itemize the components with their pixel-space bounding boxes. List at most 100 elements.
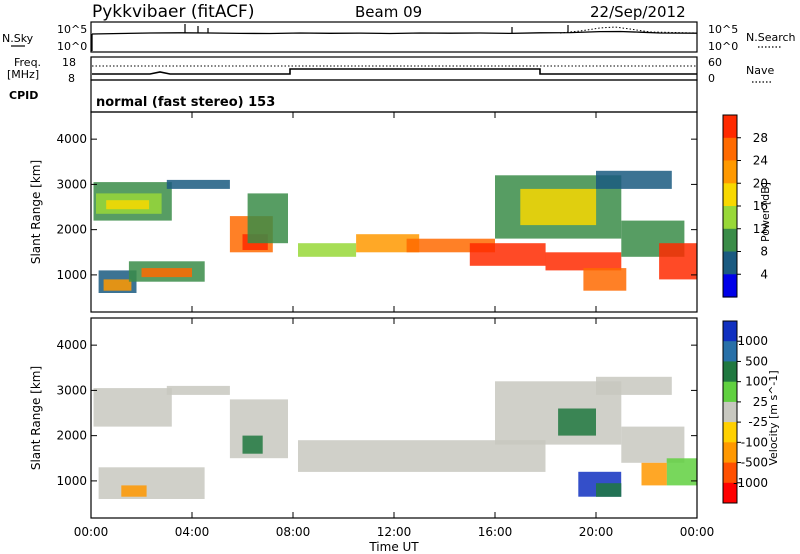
colorbar-swatch — [723, 160, 737, 184]
velocity-region — [166, 385, 230, 395]
y-tick-label: 4000 — [56, 132, 87, 146]
power-region — [520, 188, 597, 226]
velocity-region — [93, 388, 172, 427]
colorbar-swatch — [723, 381, 737, 403]
beam-label: Beam 09 — [355, 3, 422, 21]
velocity-colorbar: 1000 500 100 25 -25 -100 -500 -1000 — [722, 320, 768, 504]
power-region — [596, 170, 672, 189]
colorbar-swatch — [723, 183, 737, 207]
station-title: Pykkvibaer (fitACF) — [92, 2, 254, 22]
colorbar-swatch — [723, 482, 737, 504]
colorbar-swatch — [723, 251, 737, 275]
noise-search-label: N.Search — [746, 31, 796, 44]
colorbar-swatch — [723, 401, 737, 423]
x-tick-label: 16:00 — [478, 525, 513, 539]
freq-right-tick-top: 60 — [708, 56, 722, 69]
colorbar-tick-label: -500 — [741, 456, 768, 470]
colorbar-tick-label: 1000 — [737, 334, 768, 348]
colorbar-tick-label: 28 — [753, 131, 768, 145]
noise-right-tick-bottom: 10^0 — [708, 40, 738, 53]
freq-label: Freq. — [14, 56, 41, 69]
power-data — [93, 170, 697, 293]
y-tick-label: 1000 — [56, 268, 87, 282]
colorbar-tick-label: 25 — [753, 395, 768, 409]
freq-left-tick-top: 18 — [62, 56, 76, 69]
colorbar-tick-label: -25 — [748, 415, 768, 429]
colorbar-tick-label: 8 — [760, 245, 768, 259]
colorbar-tick-label: 100 — [745, 375, 768, 389]
freq-left-tick-bottom: 8 — [68, 72, 75, 85]
cpid-panel: CPID normal (fast stereo) 153 — [9, 79, 698, 113]
colorbar-swatch — [723, 274, 737, 298]
colorbar-swatch — [723, 206, 737, 230]
y-tick-label: 2000 — [56, 223, 87, 237]
cpid-label: CPID — [9, 89, 38, 102]
x-tick-label: 00:00 — [680, 525, 715, 539]
velocity-data — [93, 376, 697, 499]
y-tick-label: 2000 — [56, 429, 87, 443]
date-label: 22/Sep/2012 — [590, 3, 686, 21]
colorbar-tick-label: 12 — [753, 222, 768, 236]
colorbar-frame — [722, 320, 738, 504]
noise-left-tick-top: 10^5 — [57, 23, 87, 36]
velocity-y-axis: 4000 3000 2000 1000 — [56, 338, 697, 488]
colorbar-swatch — [723, 137, 737, 162]
velocity-region — [641, 462, 667, 486]
colorbar-tick-label: 16 — [753, 199, 768, 213]
colorbar-tick-label: -1000 — [733, 476, 768, 490]
power-region — [356, 234, 420, 253]
power-y-axis: 4000 3000 2000 1000 — [56, 132, 697, 282]
noise-panel-frame — [90, 21, 698, 53]
freq-unit-label: [MHz] — [7, 68, 39, 81]
power-region — [141, 268, 192, 278]
colorbar-tick-label: -100 — [741, 435, 768, 449]
velocity-region — [558, 408, 596, 436]
colorbar-swatch — [723, 115, 737, 139]
colorbar-swatch — [723, 442, 737, 463]
freq-panel: Freq. [MHz] 18 8 60 0 Nave — [7, 56, 774, 85]
y-tick-label: 3000 — [56, 383, 87, 397]
power-region — [469, 243, 546, 266]
power-y-axis-label: Slant Range [km] — [29, 160, 43, 264]
noise-left-tick-bottom: 10^0 — [57, 40, 87, 53]
velocity-region — [621, 426, 685, 463]
power-region — [106, 200, 150, 210]
velocity-region — [298, 440, 546, 472]
power-region — [659, 243, 697, 280]
power-colorbar-label: Power [dB] — [759, 182, 772, 242]
y-tick-label: 1000 — [56, 474, 87, 488]
colorbar-tick-label: 20 — [753, 176, 768, 190]
x-tick-label: 04:00 — [175, 525, 210, 539]
velocity-region — [98, 467, 205, 499]
x-tick-label: 20:00 — [579, 525, 614, 539]
power-region — [583, 268, 627, 291]
colorbar-swatch — [723, 361, 737, 383]
velocity-panel: 4000 3000 2000 1000 Slant Range [km] 1000 50… — [29, 317, 780, 519]
y-tick-label: 4000 — [56, 338, 87, 352]
noise-panel: N.Sky 10^5 10^0 10^5 10^0 N.Search — [2, 21, 796, 53]
noise-sky-line — [91, 30, 698, 35]
freq-line — [92, 68, 697, 75]
noise-right-tick-top: 10^5 — [708, 23, 738, 36]
y-tick-label: 3000 — [56, 177, 87, 191]
power-panel: 4000 3000 2000 1000 Slant Range [km] 28 24 20… — [29, 111, 772, 313]
colorbar-tick-label: 24 — [753, 154, 768, 168]
x-axis-label: Time UT — [368, 540, 419, 554]
colorbar-swatch — [723, 321, 737, 342]
colorbar-swatch — [723, 462, 737, 484]
velocity-region — [596, 483, 622, 497]
power-region — [103, 279, 132, 291]
freq-right-tick-bottom: 0 — [708, 72, 715, 85]
colorbar-swatch — [723, 422, 737, 443]
power-region — [247, 193, 288, 244]
cpid-text: normal (fast stereo) 153 — [96, 95, 275, 110]
nave-label: Nave — [746, 64, 774, 77]
noise-sky-label: N.Sky — [2, 32, 34, 45]
velocity-region — [596, 376, 672, 395]
power-region — [298, 243, 357, 257]
velocity-region — [121, 485, 147, 497]
x-axis: 00:00 04:00 08:00 12:00 16:00 20:00 00:00 — [74, 112, 715, 539]
x-tick-label: 00:00 — [74, 525, 109, 539]
velocity-y-axis-label: Slant Range [km] — [29, 366, 43, 470]
